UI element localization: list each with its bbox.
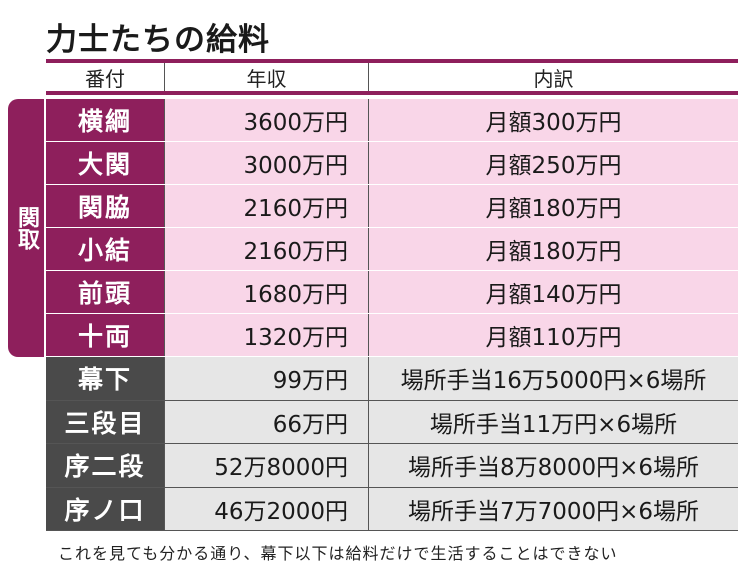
table-row: 幕下 99万円 場所手当16万5000円×6場所 [46, 357, 738, 401]
rank-cell: 幕下 [46, 357, 164, 400]
income-cell: 66万円 [164, 400, 368, 443]
table-row: 大関 3000万円 月額250万円 [46, 142, 738, 185]
income-cell: 2160万円 [164, 185, 368, 227]
detail-cell: 月額110万円 [368, 314, 738, 356]
rank-cell: 横綱 [46, 99, 164, 141]
detail-cell: 月額300万円 [368, 99, 738, 141]
table-row: 序ノ口 46万2000円 場所手当7万7000円×6場所 [46, 487, 738, 531]
title-rule [46, 59, 738, 63]
footnote: これを見ても分かる通り、幕下以下は給料だけで生活することはできない [58, 544, 618, 563]
income-cell: 1320万円 [164, 314, 368, 356]
detail-cell: 場所手当16万5000円×6場所 [368, 357, 738, 400]
table-row: 小結 2160万円 月額180万円 [46, 228, 738, 271]
detail-cell: 月額180万円 [368, 185, 738, 227]
detail-cell: 場所手当11万円×6場所 [368, 400, 738, 443]
table-header: 番付 年収 内訳 [46, 63, 738, 95]
rank-cell: 十両 [46, 314, 164, 356]
detail-cell: 場所手当8万8000円×6場所 [368, 444, 738, 487]
rank-cell: 序ノ口 [46, 487, 164, 530]
table-row: 十両 1320万円 月額110万円 [46, 314, 738, 357]
table-row: 三段目 66万円 場所手当11万円×6場所 [46, 400, 738, 444]
rank-cell: 序二段 [46, 444, 164, 487]
detail-cell: 月額250万円 [368, 142, 738, 184]
income-cell: 52万8000円 [164, 444, 368, 487]
income-cell: 2160万円 [164, 228, 368, 270]
table-row: 関脇 2160万円 月額180万円 [46, 185, 738, 228]
table-body: 横綱 3600万円 月額300万円 大関 3000万円 月額250万円 関脇 2160万円 月額… [46, 99, 738, 531]
group-label: 関取 [14, 206, 39, 250]
rank-cell: 前頭 [46, 271, 164, 313]
page-title: 力士たちの給料 [46, 22, 270, 58]
sekitori-group-tab: 関取 [8, 99, 44, 357]
table-row: 前頭 1680万円 月額140万円 [46, 271, 738, 314]
income-cell: 3600万円 [164, 99, 368, 141]
rank-cell: 大関 [46, 142, 164, 184]
header-income: 年収 [164, 63, 368, 91]
rank-cell: 小結 [46, 228, 164, 270]
header-rank: 番付 [85, 66, 125, 91]
table-row: 序二段 52万8000円 場所手当8万8000円×6場所 [46, 444, 738, 488]
header-detail: 内訳 [368, 63, 738, 91]
income-cell: 1680万円 [164, 271, 368, 313]
table-row: 横綱 3600万円 月額300万円 [46, 99, 738, 142]
rank-cell: 関脇 [46, 185, 164, 227]
income-cell: 46万2000円 [164, 487, 368, 530]
detail-cell: 場所手当7万7000円×6場所 [368, 487, 738, 530]
rank-cell: 三段目 [46, 400, 164, 443]
income-cell: 99万円 [164, 357, 368, 400]
detail-cell: 月額140万円 [368, 271, 738, 313]
detail-cell: 月額180万円 [368, 228, 738, 270]
income-cell: 3000万円 [164, 142, 368, 184]
